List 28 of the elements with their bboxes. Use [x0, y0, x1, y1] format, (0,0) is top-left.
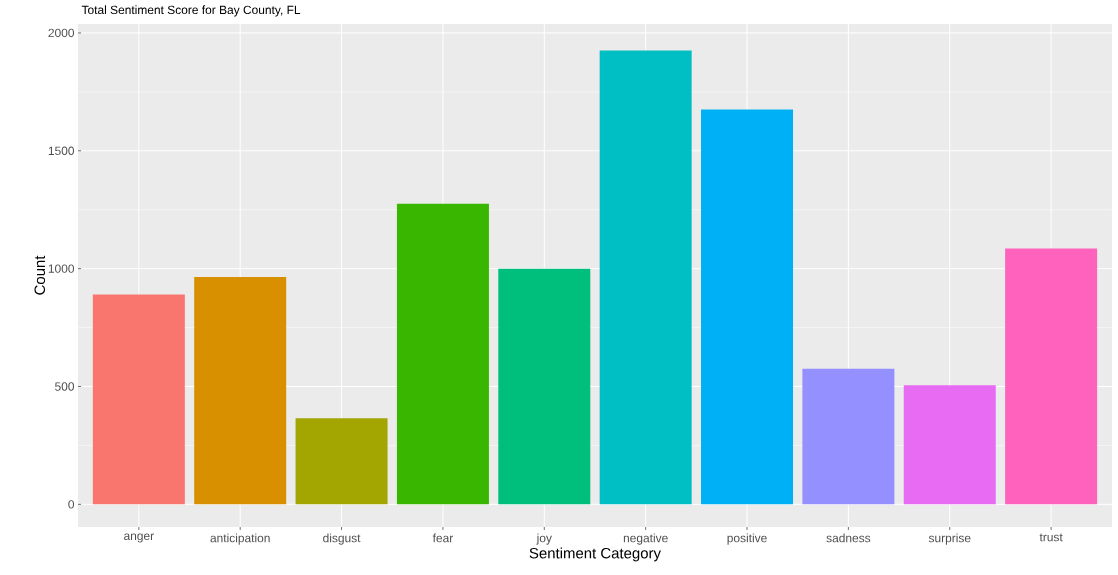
x-tick-label: positive: [727, 533, 767, 545]
y-tick-label: 0: [68, 500, 75, 509]
y-tick-label: 1000: [48, 264, 75, 273]
x-tick-label: anticipation: [210, 533, 270, 545]
x-tick-label: fear: [432, 533, 454, 543]
chart-title: Total Sentiment Score for Bay County, FL: [81, 5, 301, 17]
x-tick-label: negative: [623, 533, 668, 545]
x-tick-label: anger: [124, 533, 154, 543]
y-tick-label: 1500: [48, 146, 75, 156]
bar: [802, 368, 895, 505]
y-axis-title: Count: [34, 255, 46, 295]
x-tick-label: surprise: [928, 533, 971, 545]
x-tick-label: joy: [536, 533, 552, 545]
bar: [92, 294, 185, 505]
bar: [1005, 248, 1098, 505]
bar: [396, 203, 489, 505]
bar: [498, 268, 591, 505]
bar: [903, 385, 996, 505]
bar: [599, 50, 692, 505]
x-axis-title: Sentiment Category: [529, 547, 661, 562]
y-tick-label: 2000: [48, 28, 75, 38]
x-tick-label: trust: [1039, 533, 1063, 542]
x-tick-label: sadness: [826, 533, 871, 543]
x-tick-label: disgust: [323, 533, 361, 545]
bar: [194, 276, 287, 505]
y-tick-label: 500: [55, 382, 75, 391]
bar: [701, 109, 794, 505]
bar: [295, 418, 388, 505]
